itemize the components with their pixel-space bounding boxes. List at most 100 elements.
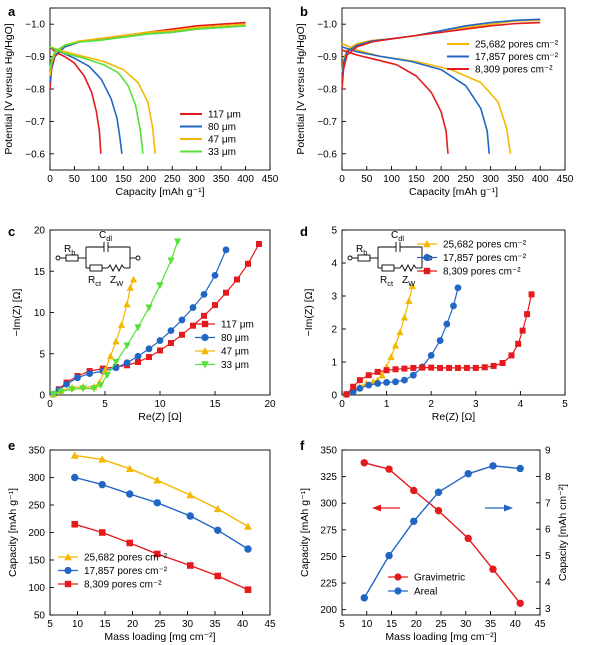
y-tick-label: 225 — [320, 579, 337, 590]
panel-label-a: a — [8, 4, 16, 19]
x-axis-label: Mass loading [mg cm⁻²] — [104, 631, 215, 643]
legend-marker — [423, 267, 431, 275]
legend-label: 8,309 pores cm⁻² — [84, 580, 162, 591]
x-tick-label: 1 — [384, 399, 390, 410]
data-point — [234, 276, 240, 283]
data-point — [71, 520, 79, 528]
x-tick-label: 45 — [264, 619, 276, 630]
y-axis-label: Potential [V versus Hg/HgO] — [295, 23, 307, 154]
series-line — [53, 279, 135, 395]
y-tick-label: 250 — [28, 501, 45, 512]
series-line — [346, 294, 533, 395]
left-axis-arrowhead — [372, 504, 381, 512]
y-tick-label: 2 — [331, 325, 337, 336]
data-point — [79, 385, 87, 393]
legend-label: 117 μm — [208, 110, 241, 121]
data-point — [446, 364, 453, 371]
data-point — [98, 529, 106, 536]
data-point — [117, 321, 126, 328]
data-point — [134, 324, 142, 332]
data-point — [146, 354, 152, 361]
legend-label: 80 μm — [221, 333, 249, 344]
x-tick-label: 400 — [532, 174, 549, 185]
data-point — [419, 364, 426, 371]
data-point — [434, 506, 443, 515]
circuit-label-rct-main: R — [88, 275, 95, 286]
resistor-rct — [89, 264, 103, 272]
plot-frame — [341, 7, 566, 171]
y-tick-label: 250 — [320, 552, 337, 563]
data-point — [174, 238, 182, 246]
y-tick-label: 10 — [34, 308, 46, 319]
resistor-rct — [381, 264, 395, 272]
data-point — [130, 275, 138, 283]
y-tick-label: −1.0 — [317, 20, 337, 31]
data-point — [401, 365, 408, 372]
x-tick-label: 3 — [473, 399, 479, 410]
data-point — [125, 464, 134, 472]
data-point — [244, 545, 252, 553]
data-point — [200, 290, 208, 298]
panel-c: 0 5 10 15 20 Re(Z) [Ω] 0 5 10 15 20 −Im(Z) [Ω] Rb Cdl… — [11, 226, 276, 424]
data-point — [409, 371, 417, 379]
legend-label: 17,857 pores cm⁻² — [84, 566, 168, 577]
data-point — [378, 371, 386, 379]
x-tick-label: 5 — [339, 619, 345, 630]
y-right-tick-label: 4 — [545, 578, 551, 589]
y-tick-label: 0 — [39, 391, 45, 402]
data-point — [256, 241, 262, 248]
legend-marker — [201, 333, 209, 342]
x-tick-label: 100 — [383, 174, 400, 185]
data-point — [112, 359, 120, 366]
data-point — [443, 320, 451, 328]
legend-marker — [201, 320, 209, 328]
circuit-label-rct-sub: ct — [95, 279, 102, 288]
data-point — [472, 364, 479, 371]
y-tick-label: 1 — [331, 358, 337, 369]
data-point — [400, 313, 409, 321]
circuit-label-rct: Rct — [380, 275, 394, 288]
y-tick-label: 5 — [39, 349, 45, 360]
charge-curve — [341, 21, 541, 90]
data-point — [489, 565, 497, 573]
data-point — [126, 490, 134, 498]
data-point — [391, 341, 400, 349]
circuit-terminal-left — [55, 255, 61, 261]
data-point — [385, 551, 393, 560]
data-point — [365, 372, 372, 379]
data-point — [408, 282, 417, 290]
legend: 25,682 pores cm⁻² 17,857 pores cm⁻² 8,309 … — [58, 553, 168, 591]
right-axis-arrowhead — [504, 504, 513, 512]
data-point — [145, 345, 153, 353]
data-point — [392, 378, 399, 386]
data-point — [178, 316, 186, 324]
data-point — [112, 364, 120, 372]
y-right-tick-label: 5 — [545, 551, 551, 562]
data-point — [214, 526, 222, 534]
x-tick-label: 20 — [127, 619, 139, 630]
circuit-label-zw: ZW — [110, 275, 124, 288]
charge-curve — [49, 25, 246, 70]
legend-label: 17,857 pores cm⁻² — [443, 253, 527, 264]
data-point — [98, 455, 107, 463]
x-tick-label: 0 — [47, 399, 53, 410]
legend-marker — [64, 553, 72, 561]
x-tick-label: 35 — [209, 619, 221, 630]
x-tick-label: 35 — [485, 619, 497, 630]
legend-marker — [394, 573, 402, 581]
x-tick-label: 0 — [339, 399, 345, 410]
data-point — [356, 385, 364, 392]
data-point — [153, 550, 161, 558]
x-tick-label: 25 — [435, 619, 447, 630]
x-tick-label: 50 — [361, 174, 373, 185]
circuit-label-rb-sub: b — [71, 248, 75, 257]
circuit-label-rct-sub: ct — [387, 279, 394, 288]
data-point — [428, 364, 435, 371]
data-point — [392, 366, 399, 373]
y-tick-label: −0.6 — [25, 149, 45, 160]
discharge-curve — [49, 46, 144, 154]
y-tick-label: 300 — [320, 499, 337, 510]
x-tick-label: 30 — [460, 619, 472, 630]
data-point — [490, 362, 497, 369]
